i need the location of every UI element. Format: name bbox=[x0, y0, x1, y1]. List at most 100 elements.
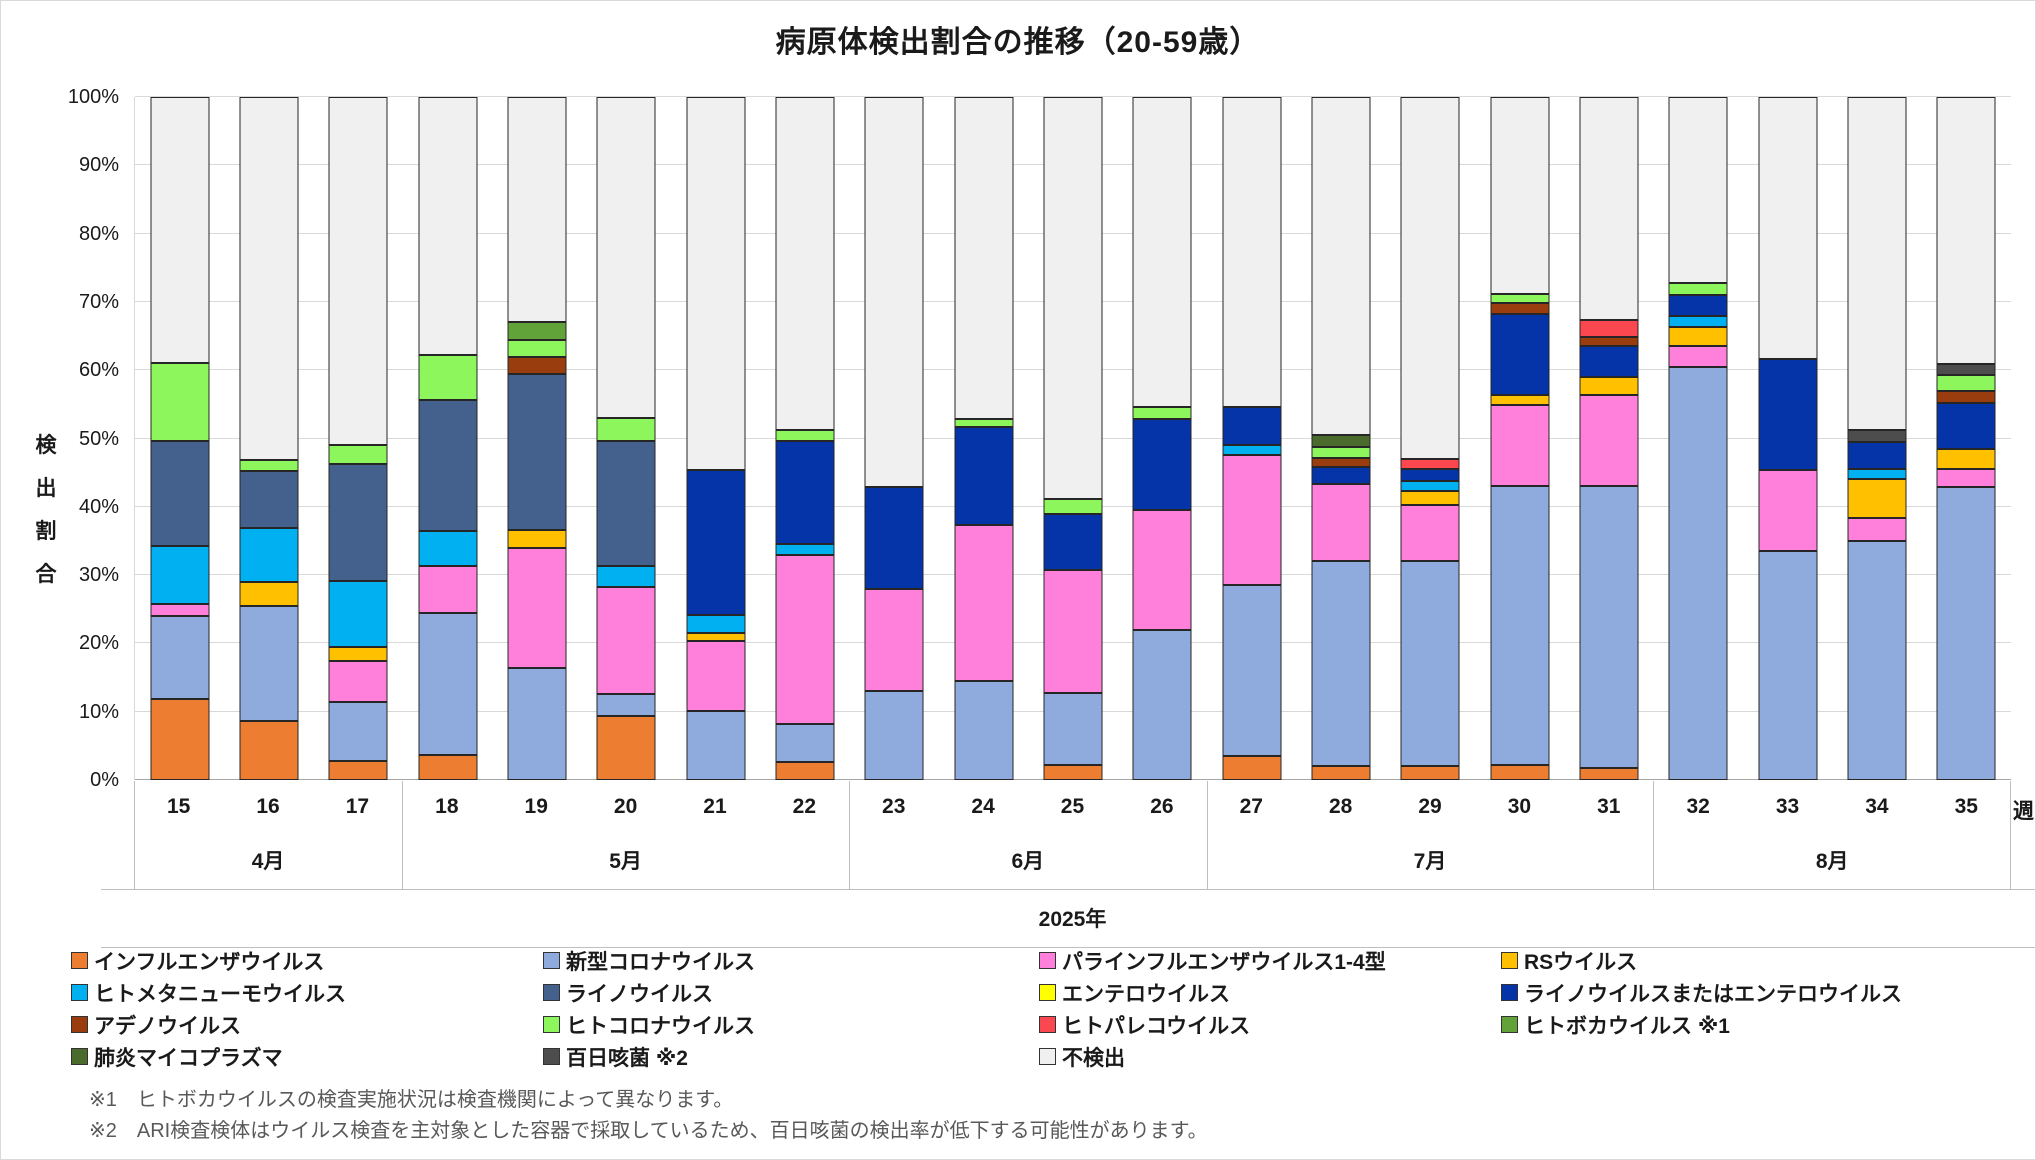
bar-week-34 bbox=[1832, 97, 1921, 780]
segment-influenza bbox=[150, 699, 210, 780]
segment-rhinovirus bbox=[150, 441, 210, 546]
segment-parainfluenza bbox=[1132, 509, 1192, 630]
segment-bocavirus bbox=[507, 321, 567, 340]
legend-swatch bbox=[1501, 1016, 1518, 1033]
legend-item: エンテロウイルス bbox=[1039, 981, 1501, 1004]
segment-not-detected bbox=[1222, 97, 1282, 408]
segment-not-detected bbox=[239, 97, 299, 460]
legend-swatch bbox=[543, 984, 560, 1001]
segment-hcov bbox=[1490, 293, 1550, 304]
segment-hcov bbox=[507, 339, 567, 358]
segment-adenovirus bbox=[1311, 457, 1371, 468]
month-label: 8月 bbox=[1815, 850, 1849, 873]
month-label: 5月 bbox=[609, 850, 642, 873]
segment-hcov bbox=[1043, 498, 1103, 514]
legend-label: ライノウイルス bbox=[566, 982, 713, 1005]
week-label-22: 22 bbox=[792, 795, 817, 818]
segment-rsv bbox=[507, 530, 567, 548]
week-label-25: 25 bbox=[1060, 795, 1085, 818]
legend-label: 不検出 bbox=[1062, 1046, 1125, 1069]
legend-item: ヒトボカウイルス ※1 bbox=[1501, 1013, 2016, 1036]
segment-hmpv bbox=[1222, 445, 1282, 455]
bar-week-18 bbox=[403, 97, 492, 780]
segment-influenza bbox=[1400, 766, 1460, 780]
stacked-bar bbox=[150, 97, 210, 780]
bar-week-26 bbox=[1118, 97, 1207, 780]
segment-influenza bbox=[1490, 764, 1550, 780]
segment-not-detected bbox=[686, 97, 746, 470]
stacked-bar bbox=[1490, 97, 1550, 780]
segment-parainfluenza bbox=[1400, 504, 1460, 561]
segment-influenza bbox=[1579, 767, 1639, 780]
bar-week-27 bbox=[1207, 97, 1296, 780]
segment-parainfluenza bbox=[1043, 570, 1103, 693]
segment-hcov bbox=[1668, 283, 1728, 296]
segment-not-detected bbox=[775, 97, 835, 431]
legend-swatch bbox=[1501, 984, 1518, 1001]
segment-covid19 bbox=[1490, 485, 1550, 765]
segment-covid19 bbox=[328, 702, 388, 761]
segment-parainfluenza bbox=[1758, 469, 1818, 552]
segment-influenza bbox=[328, 760, 388, 780]
segment-adenovirus bbox=[507, 357, 567, 375]
week-label-17: 17 bbox=[345, 795, 370, 818]
segment-influenza bbox=[1043, 764, 1103, 780]
legend-label: 新型コロナウイルス bbox=[566, 950, 755, 973]
segment-covid19 bbox=[1668, 367, 1728, 780]
segment-rhino-or-entero bbox=[864, 487, 924, 590]
year-label: 2025年 bbox=[1038, 908, 1107, 931]
month-label: 7月 bbox=[1413, 850, 1447, 873]
y-tick-label: 80% bbox=[78, 222, 119, 245]
segment-rhino-or-entero bbox=[954, 426, 1014, 525]
legend-item: 新型コロナウイルス bbox=[543, 949, 1039, 972]
segment-not-detected bbox=[864, 97, 924, 488]
month-group: 4月 bbox=[134, 837, 402, 883]
segment-rsv bbox=[686, 633, 746, 642]
week-label-19: 19 bbox=[524, 795, 548, 818]
legend-label: ヒトパレコウイルス bbox=[1062, 1014, 1251, 1037]
stacked-bar bbox=[1222, 97, 1282, 780]
month-group: 7月 bbox=[1207, 837, 1654, 883]
legend-swatch bbox=[71, 984, 88, 1001]
bar-week-19 bbox=[492, 97, 581, 780]
y-tick-label: 10% bbox=[78, 700, 119, 723]
y-tick-label: 100% bbox=[67, 86, 119, 108]
legend-label: アデノウイルス bbox=[94, 1014, 241, 1037]
legend-item: ヒトパレコウイルス bbox=[1039, 1013, 1501, 1036]
segment-hmpv bbox=[328, 580, 388, 647]
segment-rhinovirus bbox=[596, 441, 656, 567]
legend-swatch bbox=[1039, 952, 1056, 969]
segment-hmpv bbox=[239, 528, 299, 582]
segment-influenza bbox=[418, 754, 478, 780]
bar-week-30 bbox=[1475, 97, 1564, 780]
month-group: 6月 bbox=[849, 837, 1207, 883]
week-label-24: 24 bbox=[971, 795, 995, 818]
bar-week-16 bbox=[224, 97, 313, 780]
segment-covid19 bbox=[418, 612, 478, 755]
week-label-23: 23 bbox=[882, 795, 906, 818]
segment-not-detected bbox=[954, 97, 1014, 420]
legend-item: アデノウイルス bbox=[71, 1013, 543, 1036]
stacked-bar bbox=[864, 97, 924, 780]
legend-label: パラインフルエンザウイルス1-4型 bbox=[1062, 950, 1386, 973]
segment-not-detected bbox=[1490, 97, 1550, 294]
week-label-28: 28 bbox=[1328, 795, 1353, 818]
segment-rsv bbox=[1400, 491, 1460, 505]
week-label-35: 35 bbox=[1954, 795, 1978, 818]
segment-hmpv bbox=[1668, 316, 1728, 327]
segment-covid19 bbox=[864, 691, 924, 780]
week-unit-label: 週 bbox=[2013, 800, 2034, 823]
month-divider bbox=[402, 781, 404, 889]
axis-rule-bottom bbox=[101, 947, 2035, 948]
bar-week-28 bbox=[1296, 97, 1385, 780]
y-tick-label: 50% bbox=[78, 427, 119, 450]
month-divider bbox=[2010, 781, 2011, 889]
segment-covid19 bbox=[239, 605, 299, 722]
legend-swatch bbox=[71, 1048, 88, 1065]
week-label-27: 27 bbox=[1239, 795, 1263, 818]
bar-week-25 bbox=[1028, 97, 1117, 780]
segment-not-detected bbox=[1132, 97, 1192, 408]
stacked-bar bbox=[418, 97, 478, 780]
y-axis-title-char: 割 bbox=[35, 520, 57, 543]
legend-swatch bbox=[71, 1016, 88, 1033]
